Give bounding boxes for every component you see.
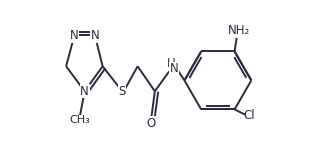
Text: CH₃: CH₃ — [70, 115, 90, 125]
Text: Cl: Cl — [244, 109, 255, 122]
Text: N: N — [70, 29, 79, 42]
Text: N: N — [170, 62, 178, 75]
Text: O: O — [146, 117, 156, 130]
Text: H: H — [167, 57, 176, 70]
Text: N: N — [91, 29, 99, 42]
Text: NH₂: NH₂ — [228, 24, 250, 37]
Text: N: N — [80, 85, 89, 98]
Text: S: S — [118, 85, 126, 98]
